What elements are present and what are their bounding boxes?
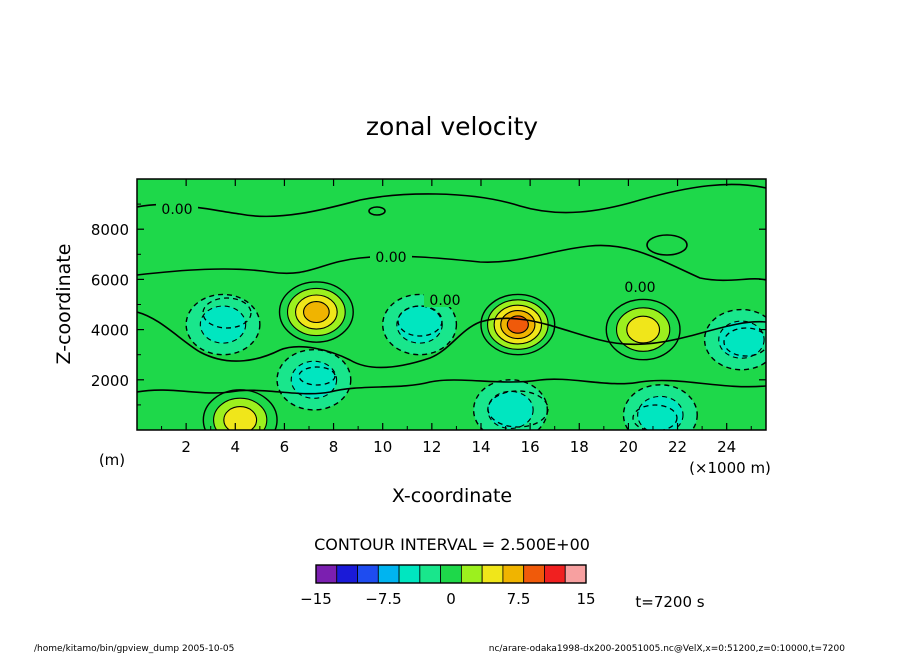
x-tick-label: 18 <box>570 438 589 456</box>
footer-left: /home/kitamo/bin/gpview_dump 2005-10-05 <box>34 644 234 654</box>
colorbar-swatch <box>564 564 587 584</box>
contour-interval-text: CONTOUR INTERVAL = 2.500E+00 <box>314 535 590 554</box>
y-tick-label: 8000 <box>91 221 129 239</box>
contour-label: 0.00 <box>161 202 192 218</box>
colorbar-tick-label: 15 <box>576 590 595 608</box>
y-axis: 2000 4000 6000 8000 <box>91 203 766 406</box>
x-tick-label: 20 <box>619 438 638 456</box>
x-tick-label: 2 <box>181 438 191 456</box>
plot-area: 0.00 0.00 0.00 0.00 <box>137 179 766 430</box>
colorbar <box>315 564 587 584</box>
x-axis: 2 4 6 8 10 12 14 16 18 20 22 24 <box>161 179 752 456</box>
y-unit-label: (m) <box>99 451 125 469</box>
x-scale-label: (×1000 m) <box>689 459 771 477</box>
x-tick-label: 14 <box>471 438 490 456</box>
colorbar-swatch <box>481 564 504 584</box>
colorbar-swatch <box>398 564 421 584</box>
time-label: t=7200 s <box>635 593 704 611</box>
negative-contours <box>202 297 766 430</box>
colorbar-labels: −15 −7.5 0 7.5 15 <box>300 590 595 608</box>
colorbar-swatch <box>357 564 379 584</box>
colorbar-swatch <box>336 564 358 584</box>
x-tick-label: 24 <box>717 438 736 456</box>
colorbar-swatch <box>544 564 566 584</box>
colorbar-tick-label: −15 <box>300 590 332 608</box>
colorbar-swatch <box>523 564 545 584</box>
colorbar-tick-label: 0 <box>446 590 456 608</box>
footer-right: nc/arare-odaka1998-dx200-20051005.nc@Vel… <box>489 644 846 654</box>
chart-title: zonal velocity <box>366 112 538 141</box>
y-tick-label: 4000 <box>91 322 129 340</box>
contour-labels: 0.00 0.00 0.00 0.00 <box>156 200 661 309</box>
contour-band <box>626 315 661 344</box>
colorbar-swatch <box>419 564 442 584</box>
x-tick-label: 4 <box>231 438 241 456</box>
x-tick-label: 12 <box>422 438 441 456</box>
contour-band <box>199 305 247 344</box>
x-axis-label: X-coordinate <box>392 485 512 507</box>
contour-label: 0.00 <box>429 293 460 309</box>
contour-label: 0.00 <box>375 250 406 266</box>
x-tick-label: 16 <box>521 438 540 456</box>
x-tick-label: 6 <box>280 438 290 456</box>
contour-band <box>718 320 765 359</box>
y-axis-label: Z-coordinate <box>53 244 75 365</box>
colorbar-swatch <box>440 564 462 584</box>
contour-band <box>302 301 330 324</box>
contour-field <box>185 281 766 430</box>
x-tick-label: 10 <box>373 438 392 456</box>
contour-band <box>396 305 443 344</box>
colorbar-swatch <box>377 564 400 584</box>
colorbar-tick-label: −7.5 <box>365 590 401 608</box>
y-tick-label: 6000 <box>91 271 129 289</box>
contour-band <box>223 406 258 430</box>
x-tick-label: 22 <box>668 438 687 456</box>
contour-band <box>637 395 684 430</box>
zero-contours <box>137 183 766 395</box>
colorbar-swatch <box>502 564 525 584</box>
x-tick-label: 8 <box>329 438 339 456</box>
colorbar-tick-label: 7.5 <box>507 590 531 608</box>
contour-label: 0.00 <box>624 280 655 296</box>
colorbar-frame <box>315 564 587 584</box>
y-tick-label: 2000 <box>91 372 129 390</box>
colorbar-swatch <box>460 564 483 584</box>
colorbar-swatch <box>315 564 338 584</box>
contour-band <box>290 360 338 399</box>
